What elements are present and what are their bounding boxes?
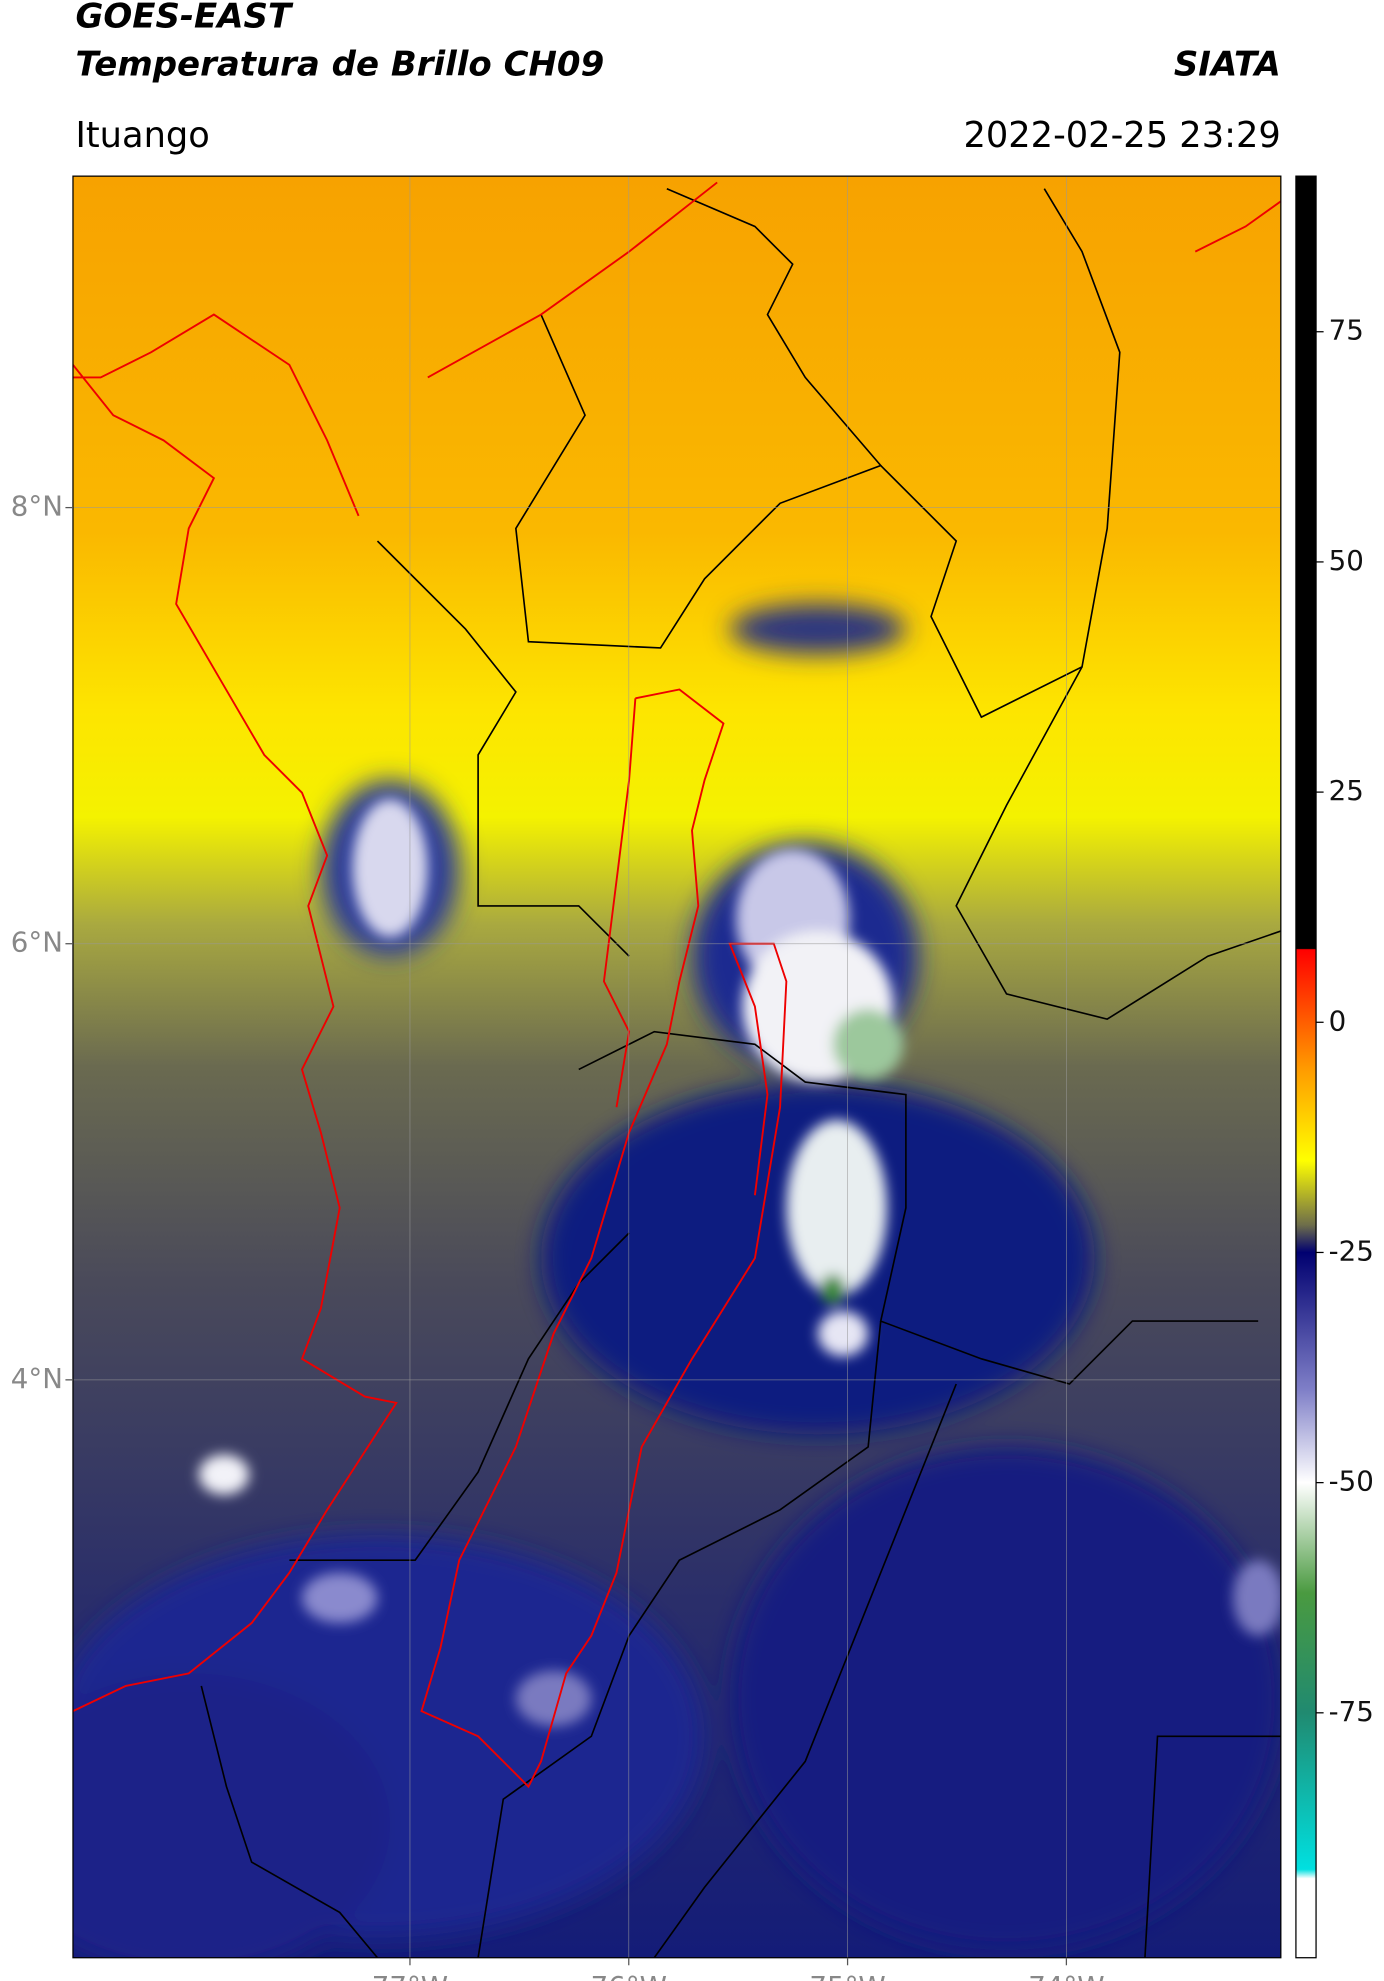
x-tick-label: 76°W <box>591 1970 667 1981</box>
colorbar-tick-label: 50 <box>1329 544 1364 577</box>
colorbar-tick-label: 25 <box>1329 774 1364 807</box>
colorbar-tick-label: 0 <box>1329 1004 1347 1037</box>
map-frame <box>72 175 1282 1959</box>
colorbar <box>1295 175 1317 1959</box>
convective-cells <box>198 798 1281 1727</box>
coastline-and-basin <box>72 181 1281 1789</box>
agency: SIATA <box>1174 44 1281 84</box>
subtitle: Temperatura de Brillo CH09 <box>75 44 604 84</box>
x-tick-label: 74°W <box>1028 1970 1104 1981</box>
y-tick-label: 4°N <box>11 1362 63 1395</box>
department-borders <box>200 187 1281 1958</box>
x-tick-label: 77°W <box>372 1970 448 1981</box>
x-tick-label: 75°W <box>809 1970 885 1981</box>
grid <box>72 176 1281 1958</box>
y-tick-label: 8°N <box>11 490 63 523</box>
y-tick-label: 6°N <box>11 926 63 959</box>
colorbar-tick-label: -50 <box>1329 1465 1374 1498</box>
location: Ituango <box>75 115 209 156</box>
map <box>72 176 1281 1958</box>
colorbar-tick-label: 75 <box>1329 314 1364 347</box>
datetime: 2022-02-25 23:29 <box>963 115 1280 156</box>
colorbar-tick-label: -25 <box>1329 1234 1374 1267</box>
title: GOES-EAST <box>75 0 293 37</box>
colorbar-tick-label: -75 <box>1329 1695 1374 1728</box>
